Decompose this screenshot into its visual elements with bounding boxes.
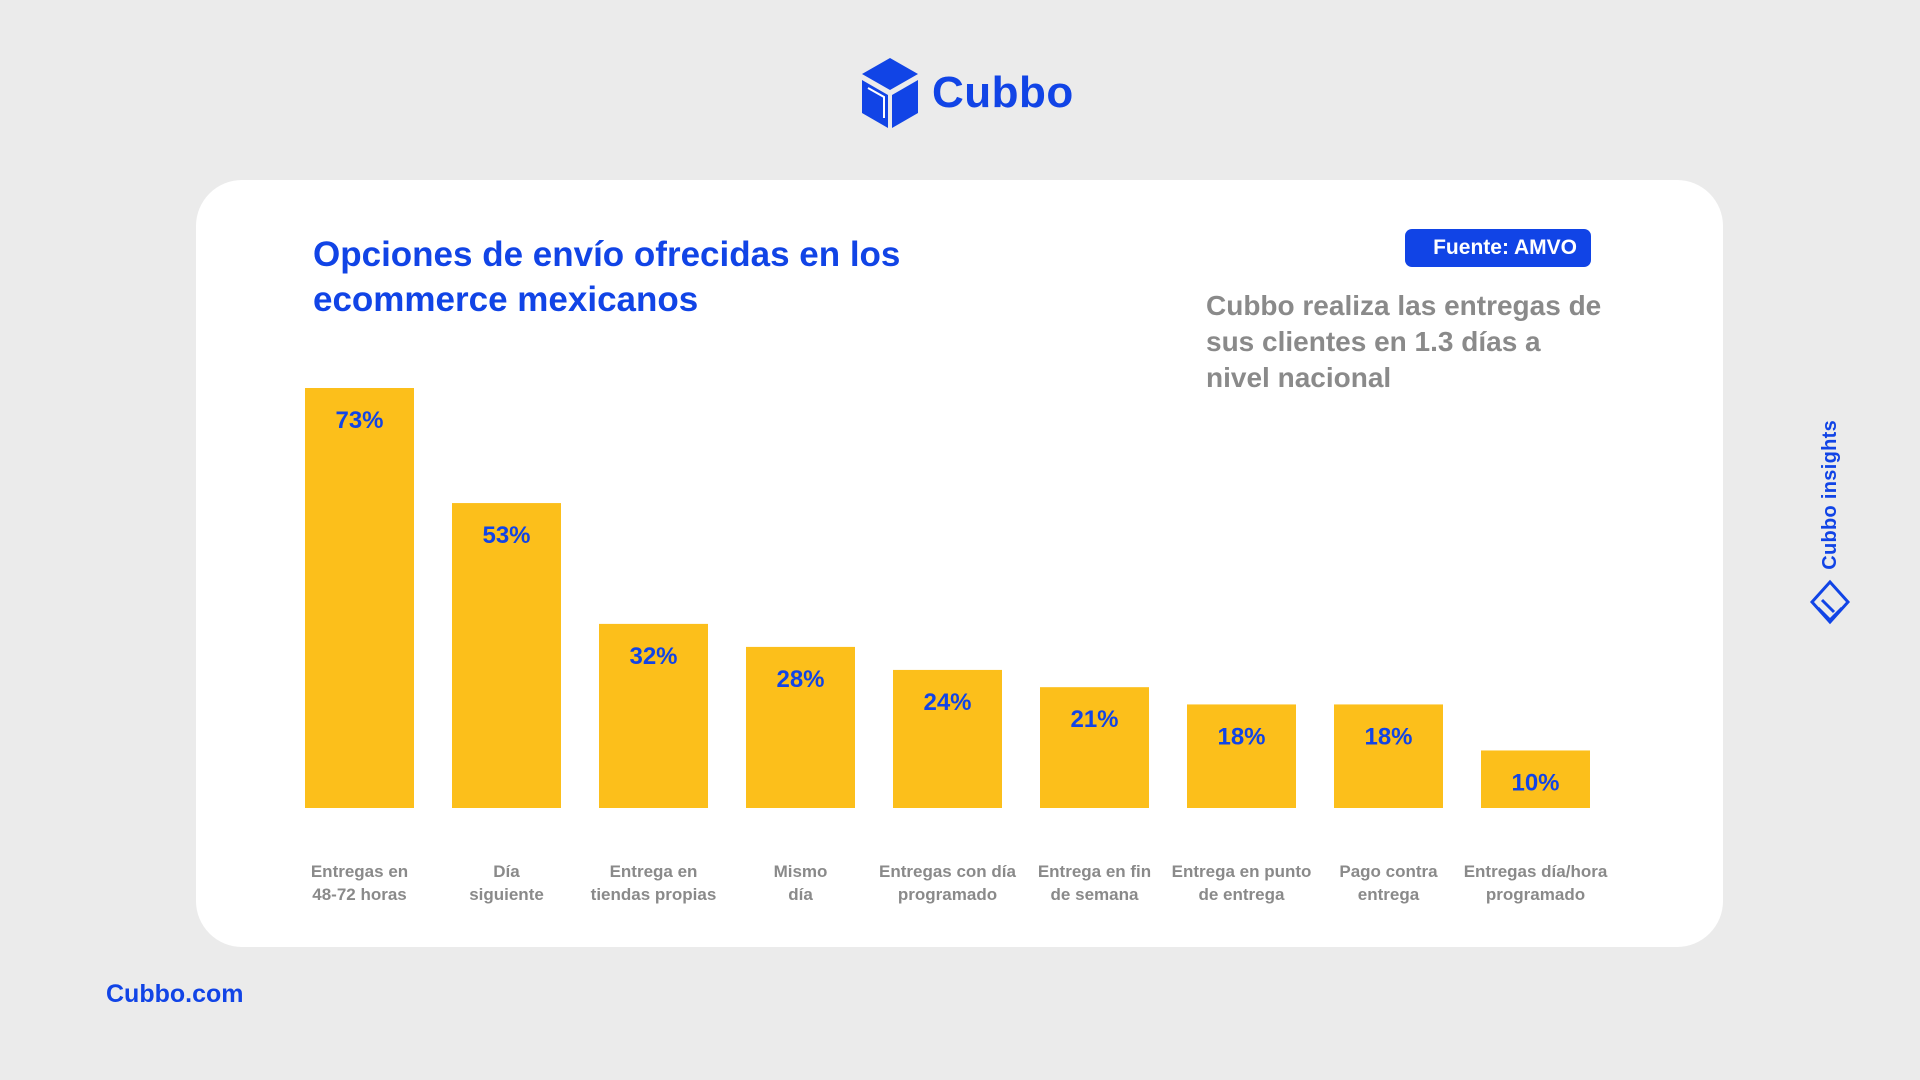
source-badge: Fuente: AMVO <box>1405 229 1591 267</box>
category-label: Mismo día <box>774 862 828 904</box>
bar <box>1334 704 1443 808</box>
bar <box>893 669 1002 808</box>
category-label: Entrega en tiendas propias <box>591 862 717 904</box>
chart-card: Opciones de envío ofrecidas en los ecomm… <box>196 180 1723 947</box>
category-label: Entregas día/hora programado <box>1464 862 1608 904</box>
bar <box>599 623 708 808</box>
delivery-note: Cubbo realiza las entregas de sus client… <box>1206 290 1602 393</box>
bar-value-label: 73% <box>335 407 383 434</box>
bar <box>1187 704 1296 808</box>
category-label: Entregas en 48-72 horas <box>311 862 408 904</box>
bar <box>305 388 414 808</box>
cubbo-cube-icon <box>862 58 918 128</box>
bar <box>1040 687 1149 808</box>
bar-chart: 73% Entregas en 48-72 horas 53% Día siguiente… <box>305 388 1608 904</box>
category-label: Pago contra entrega <box>1339 862 1438 904</box>
bar-value-label: 32% <box>629 643 677 670</box>
bar <box>746 646 855 808</box>
category-label: Entregas con día programado <box>879 862 1017 904</box>
bar-value-label: 21% <box>1070 706 1118 733</box>
category-label: Entrega en punto de entrega <box>1172 862 1312 904</box>
bar-value-label: 24% <box>923 689 971 716</box>
bar <box>1481 750 1590 808</box>
cubbo-insights-icon <box>1809 579 1851 624</box>
site-link[interactable]: Cubbo.com <box>106 980 244 1008</box>
bar-value-label: 53% <box>482 522 530 549</box>
side-label: Cubbo insights <box>1808 420 1852 630</box>
chart-title: Opciones de envío ofrecidas en los ecomm… <box>313 235 901 319</box>
bar-value-label: 18% <box>1217 723 1265 750</box>
bar-value-label: 18% <box>1364 723 1412 750</box>
bar-value-label: 10% <box>1511 769 1559 796</box>
category-label: Entrega en fin de semana <box>1038 862 1151 904</box>
bar <box>452 503 561 808</box>
side-label-text: Cubbo insights <box>1818 420 1841 570</box>
bar-value-label: 28% <box>776 666 824 693</box>
brand-name: Cubbo <box>932 68 1074 117</box>
brand-logo: Cubbo <box>862 58 1074 128</box>
category-label: Día siguiente <box>469 862 544 904</box>
